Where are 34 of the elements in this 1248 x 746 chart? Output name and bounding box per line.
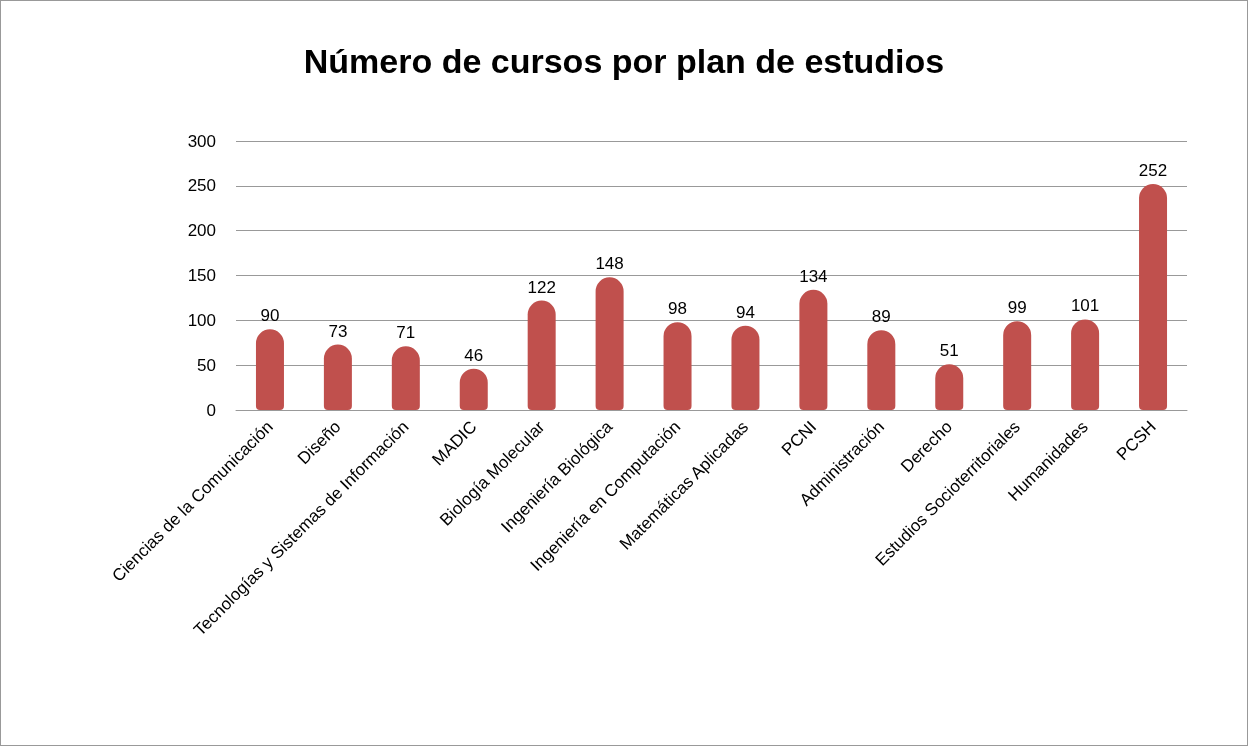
bar xyxy=(595,277,624,410)
bar xyxy=(391,346,420,410)
bar xyxy=(1139,184,1168,410)
bar xyxy=(255,329,284,410)
bar xyxy=(1003,321,1032,410)
chart-title: Número de cursos por plan de estudios xyxy=(303,42,945,80)
data-label: 148 xyxy=(595,254,624,274)
y-tick-label: 200 xyxy=(187,221,216,241)
data-label: 98 xyxy=(668,299,687,319)
data-label: 252 xyxy=(1138,161,1168,181)
data-label: 89 xyxy=(871,307,891,327)
bar xyxy=(323,344,352,410)
bar xyxy=(731,325,760,410)
y-tick-label: 0 xyxy=(206,400,216,420)
data-label: 101 xyxy=(1070,296,1100,316)
y-tick-label: 150 xyxy=(187,266,216,285)
y-tick-label: 250 xyxy=(187,176,216,196)
data-label: 73 xyxy=(328,321,348,341)
data-label: 51 xyxy=(939,341,959,361)
data-label: 99 xyxy=(1007,298,1027,318)
bar xyxy=(527,300,556,410)
data-label: 134 xyxy=(799,266,828,286)
bar xyxy=(867,330,896,410)
bar xyxy=(1071,319,1100,410)
y-tick-label: 50 xyxy=(197,355,216,375)
data-label: 94 xyxy=(736,302,755,322)
data-label: 90 xyxy=(260,306,280,326)
bar xyxy=(663,322,692,410)
bar xyxy=(799,289,828,410)
data-label: 122 xyxy=(527,277,556,297)
y-tick-label: 100 xyxy=(187,310,216,330)
data-label: 46 xyxy=(464,345,484,365)
y-tick-label: 300 xyxy=(187,131,216,151)
data-label: 71 xyxy=(396,323,416,343)
